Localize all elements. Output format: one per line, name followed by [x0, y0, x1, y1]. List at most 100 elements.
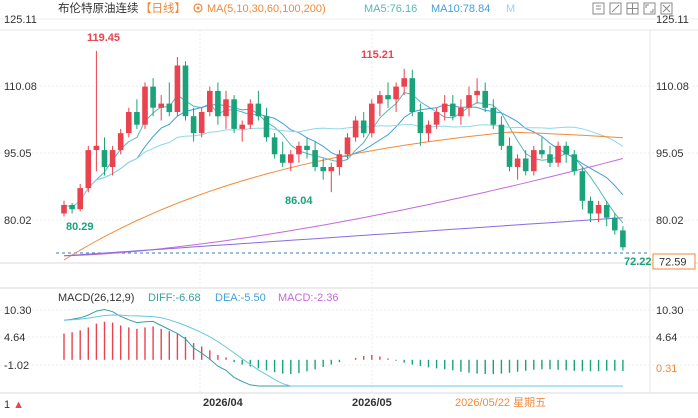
candle[interactable] [377, 90, 383, 117]
macd-tick-left-2: -1.02 [4, 360, 29, 372]
price-tick-left-0: 125.11 [4, 14, 37, 26]
grid-icon[interactable] [626, 2, 639, 15]
candle[interactable] [360, 112, 367, 138]
candle[interactable] [134, 99, 140, 129]
candle[interactable] [101, 137, 108, 176]
price-tick-right-0: 125.11 [656, 14, 689, 26]
candle[interactable] [296, 141, 302, 163]
candle[interactable] [336, 150, 343, 176]
candle[interactable] [77, 183, 83, 212]
candle[interactable] [474, 78, 480, 104]
fullscreen-icon[interactable] [643, 2, 656, 15]
candle[interactable] [117, 128, 124, 155]
candle[interactable] [279, 141, 286, 167]
candle[interactable] [126, 107, 132, 138]
price-tick-right-3: 80.02 [656, 215, 684, 227]
candle[interactable] [207, 86, 213, 117]
candle[interactable] [425, 120, 432, 142]
candle[interactable] [312, 141, 318, 172]
settings-icon[interactable] [592, 2, 605, 15]
candle[interactable] [320, 158, 326, 180]
left-scroll-label[interactable]: 1 ▲ [4, 399, 24, 411]
candle[interactable] [539, 137, 545, 159]
candle[interactable] [255, 90, 262, 121]
candle[interactable] [458, 99, 464, 125]
candle[interactable] [198, 107, 205, 138]
gear-icon[interactable] [193, 3, 203, 13]
candle[interactable] [61, 200, 67, 217]
candle[interactable] [433, 107, 440, 129]
annotation-low-mid: 86.04 [285, 195, 313, 207]
close-icon[interactable] [660, 2, 673, 15]
macd-value: MACD:-2.36 [278, 292, 339, 304]
macd-tick-right-1: 4.64 [656, 332, 677, 344]
candle[interactable] [441, 95, 448, 121]
ma100-line [63, 158, 624, 257]
candle[interactable] [263, 107, 270, 142]
candle[interactable] [547, 145, 553, 167]
candle[interactable] [587, 196, 594, 222]
candle[interactable] [247, 99, 254, 129]
candle[interactable] [393, 82, 399, 113]
candle[interactable] [620, 226, 626, 251]
candle[interactable] [450, 95, 456, 121]
candle[interactable] [417, 103, 424, 146]
candle[interactable] [506, 137, 513, 172]
candle[interactable] [531, 145, 537, 176]
macd-lines [63, 308, 623, 387]
candle[interactable] [223, 90, 229, 129]
price-tick-left-3: 80.02 [4, 215, 32, 227]
candle[interactable] [522, 150, 529, 176]
candle[interactable] [352, 116, 359, 142]
candle[interactable] [215, 82, 221, 125]
ma5-value: MA5:76.16 [364, 3, 417, 15]
candle[interactable] [328, 162, 335, 193]
ma5-line [63, 92, 624, 224]
candle[interactable] [369, 99, 375, 138]
annotation-high2: 115.21 [361, 49, 394, 61]
candle[interactable] [490, 99, 497, 129]
candle[interactable] [498, 116, 505, 151]
ma-label[interactable]: MA(5,10,30,60,100,200) [207, 3, 326, 15]
candle[interactable] [69, 202, 75, 214]
candles [61, 50, 626, 251]
annotation-high1: 119.45 [87, 32, 120, 44]
candle[interactable] [182, 61, 189, 121]
candle[interactable] [93, 50, 100, 172]
candle[interactable] [401, 68, 407, 96]
macd-label: MACD(26,12,9) [58, 292, 134, 304]
candle[interactable] [271, 133, 278, 159]
candle[interactable] [190, 107, 197, 142]
edit-icon[interactable] [609, 2, 622, 15]
macd-tick-left-0: 10.30 [4, 305, 32, 317]
candle[interactable] [142, 82, 148, 129]
candle[interactable] [563, 141, 569, 163]
candle[interactable] [288, 150, 294, 172]
candle[interactable] [603, 200, 610, 227]
candle[interactable] [109, 145, 116, 176]
candle[interactable] [595, 200, 602, 222]
candle[interactable] [174, 57, 181, 117]
period-label[interactable]: 【日线】 [140, 1, 186, 15]
candle[interactable] [385, 82, 391, 108]
candle[interactable] [344, 133, 351, 159]
candle[interactable] [85, 145, 92, 193]
candle[interactable] [166, 82, 173, 117]
candle[interactable] [571, 150, 578, 176]
price-tick-left-1: 110.08 [4, 81, 37, 93]
current-price-label: 72.59 [659, 257, 687, 269]
candle[interactable] [150, 78, 156, 117]
candle[interactable] [466, 86, 472, 117]
candle[interactable] [514, 154, 521, 180]
candle[interactable] [158, 95, 164, 121]
candle[interactable] [409, 69, 416, 117]
candle[interactable] [239, 120, 245, 142]
candle[interactable] [231, 95, 237, 134]
candle[interactable] [482, 82, 488, 113]
candle[interactable] [555, 141, 561, 167]
candle[interactable] [304, 137, 310, 159]
candle[interactable] [579, 166, 586, 210]
candle[interactable] [612, 213, 618, 235]
